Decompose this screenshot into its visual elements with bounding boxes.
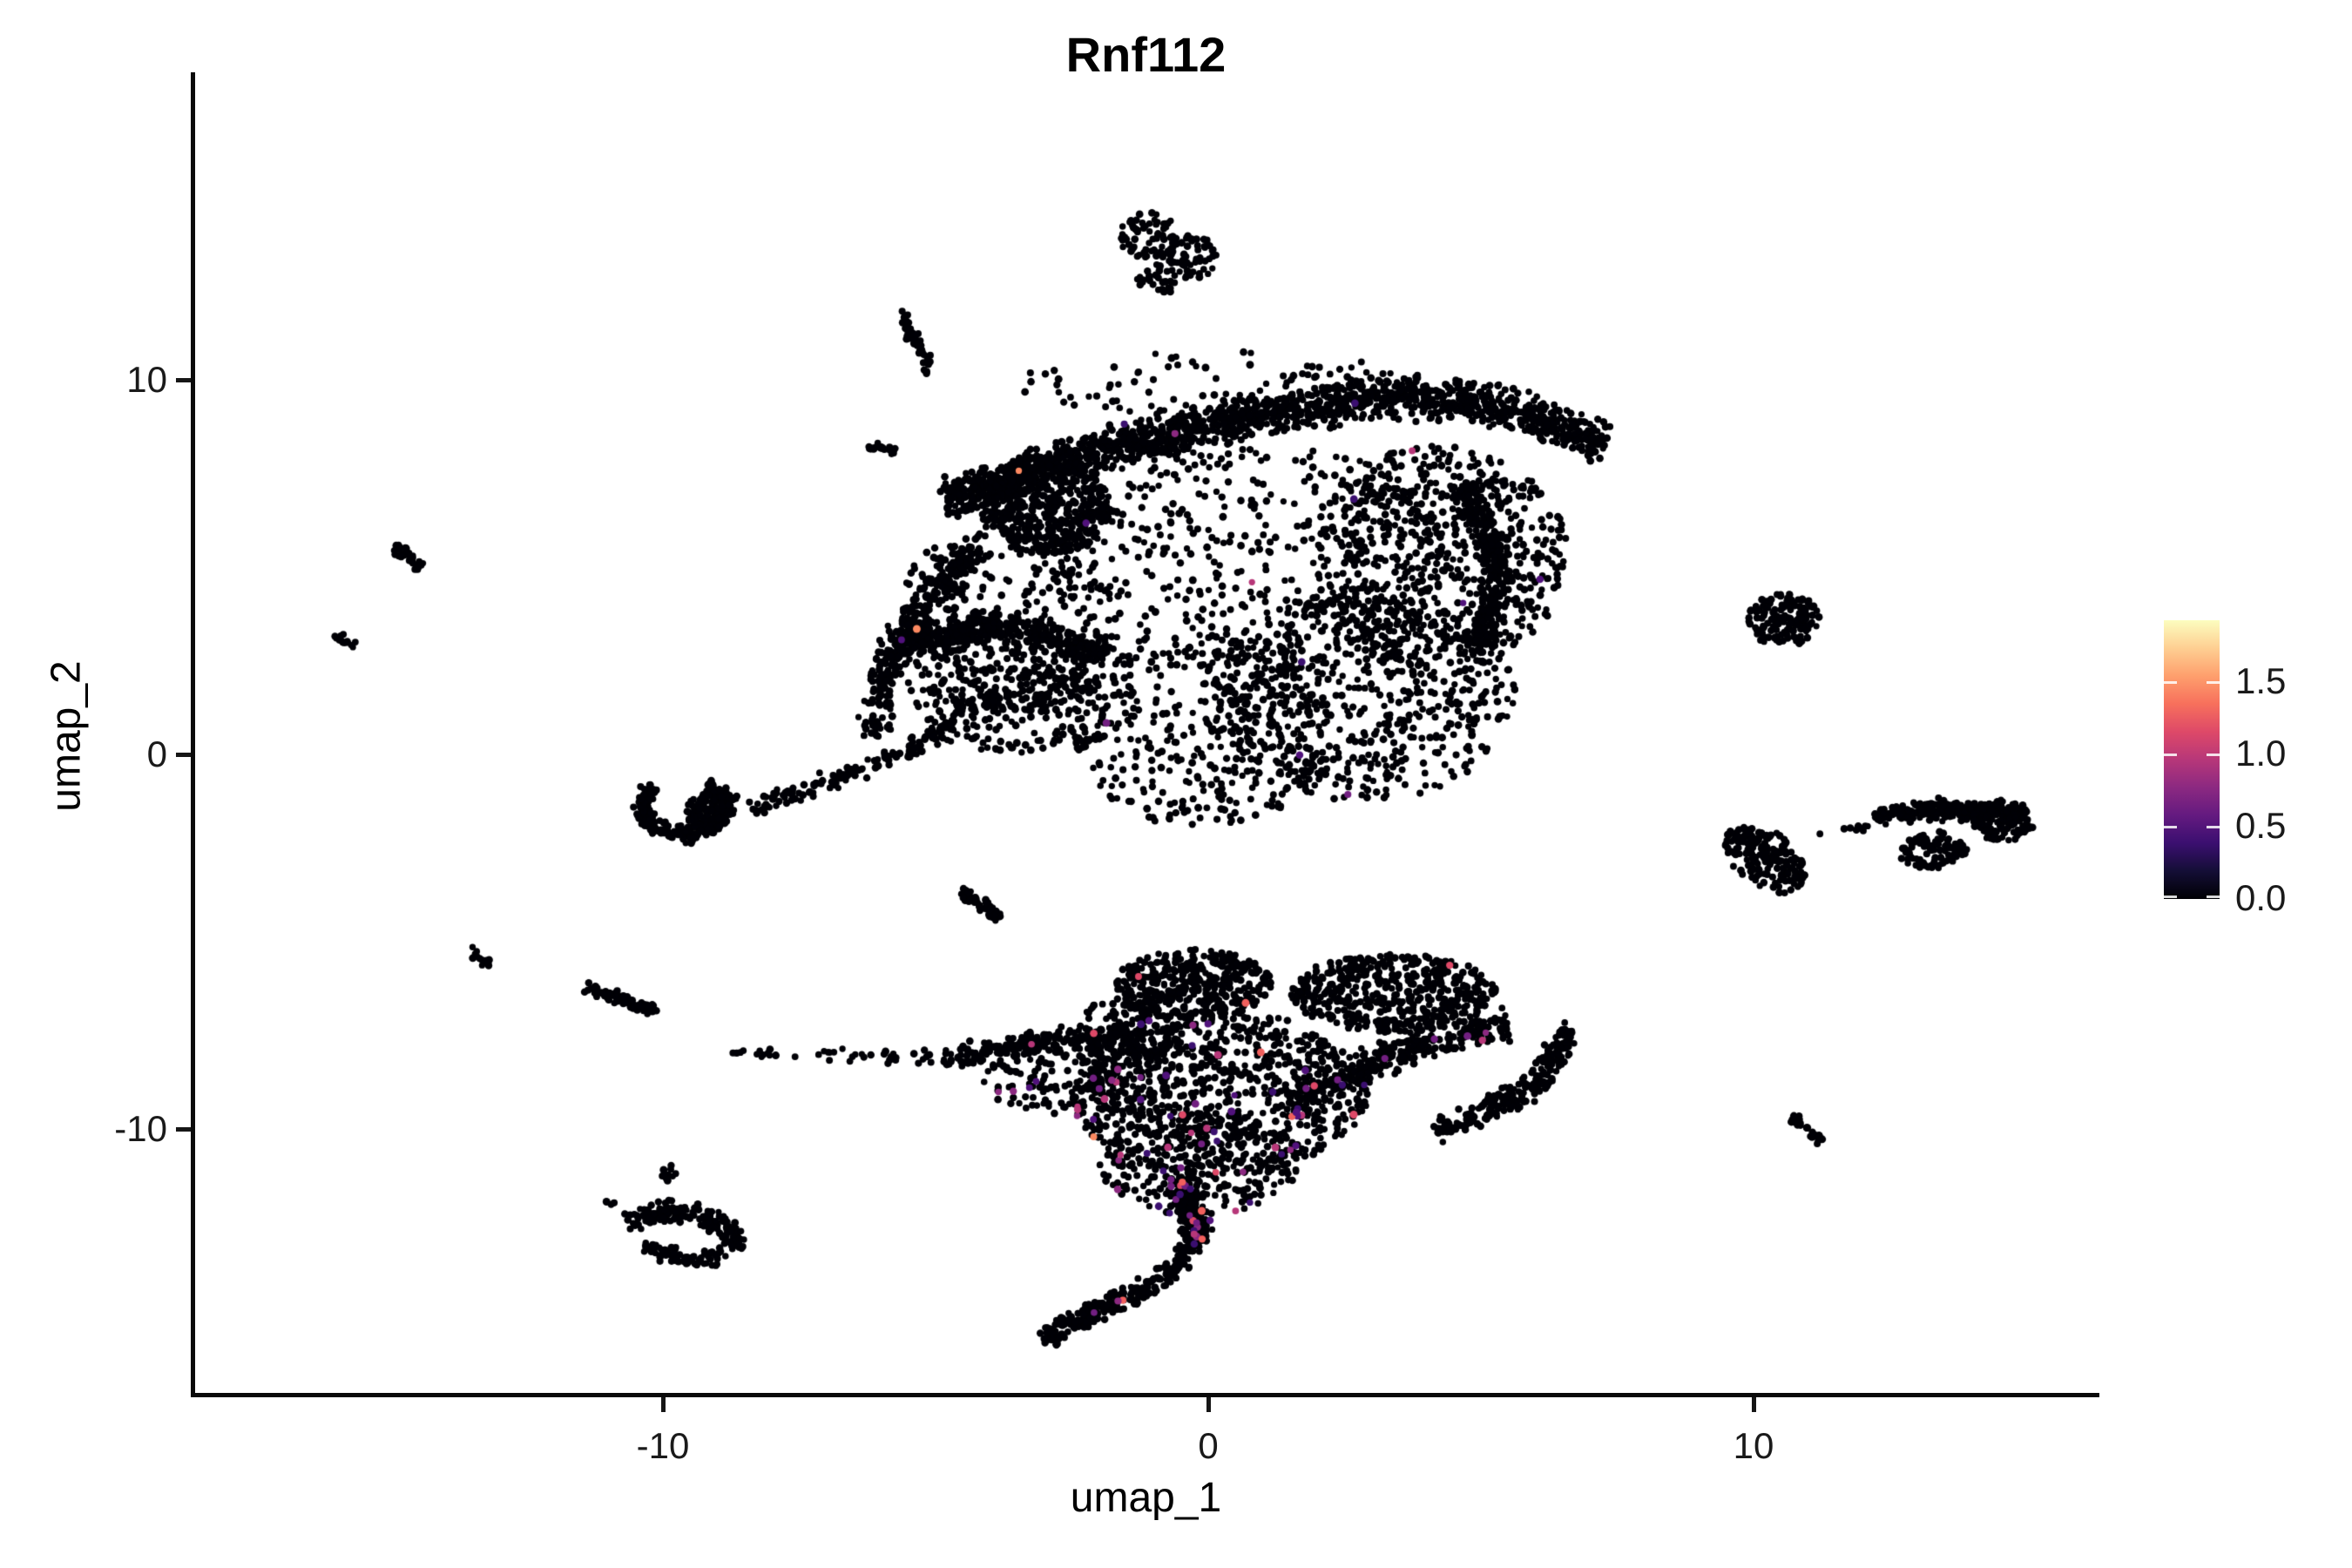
y-tick-10 [176, 378, 191, 382]
x-tick-label-neg10: -10 [636, 1425, 690, 1466]
y-axis-line [191, 72, 195, 1397]
colorbar-tick-right-1.0 [2207, 754, 2220, 756]
x-tick-0 [1206, 1397, 1211, 1412]
x-axis-line [191, 1393, 2099, 1397]
colorbar-tick-right-0.5 [2207, 826, 2220, 828]
x-axis-title: umap_1 [1070, 1475, 1222, 1521]
colorbar-tick-left-1.0 [2164, 754, 2177, 756]
y-tick-neg10 [176, 1127, 191, 1132]
y-tick-label-neg10: -10 [114, 1108, 167, 1149]
x-tick-label-10: 10 [1733, 1425, 1774, 1466]
expression-colorbar [2164, 620, 2220, 899]
colorbar-label-1.0: 1.0 [2235, 733, 2287, 774]
colorbar-label-0.5: 0.5 [2235, 805, 2287, 846]
x-tick-label-0: 0 [1198, 1425, 1219, 1466]
colorbar-tick-left-0.0 [2164, 896, 2177, 898]
colorbar-tick-right-0.0 [2207, 896, 2220, 898]
x-tick-10 [1752, 1397, 1756, 1412]
y-axis-title: umap_2 [43, 660, 90, 812]
colorbar-tick-left-0.5 [2164, 826, 2177, 828]
y-tick-0 [176, 753, 191, 757]
colorbar-label-0.0: 0.0 [2235, 877, 2287, 918]
colorbar-label-1.5: 1.5 [2235, 660, 2287, 701]
y-tick-label-0: 0 [146, 733, 167, 774]
colorbar-tick-left-1.5 [2164, 681, 2177, 684]
plot-title: Rnf112 [1065, 27, 1227, 82]
x-tick-neg10 [661, 1397, 666, 1412]
colorbar-tick-right-1.5 [2207, 681, 2220, 684]
y-tick-label-10: 10 [126, 359, 167, 400]
